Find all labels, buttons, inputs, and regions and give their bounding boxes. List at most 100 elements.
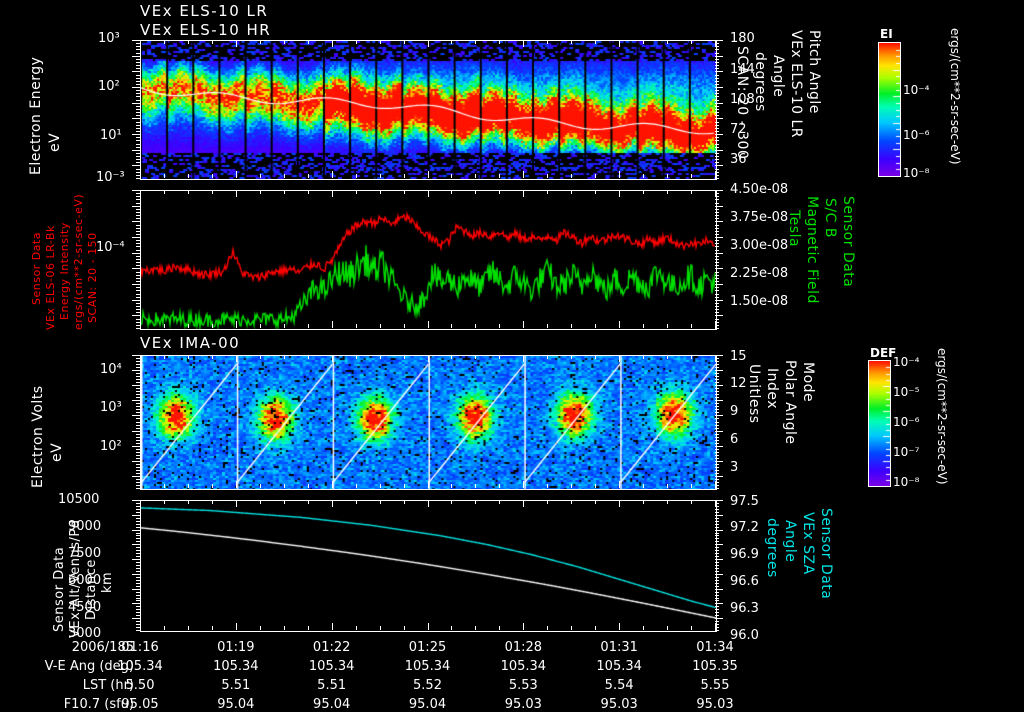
panel1-ytick-right[interactable]: [715, 55, 723, 57]
panel1-ytick-left[interactable]: [136, 58, 140, 60]
panel3-ytick-right[interactable]: [715, 376, 719, 378]
panel1-xtick[interactable]: [211, 174, 213, 178]
panel1-ytick-right[interactable]: [715, 178, 719, 179]
panel1-ytick-left[interactable]: [136, 143, 140, 145]
panel1-ytick-left[interactable]: [136, 140, 140, 142]
panel4-xtick-top[interactable]: [667, 500, 669, 504]
panel3-ytick-right[interactable]: [715, 370, 723, 372]
panel2-ytick-left[interactable]: [136, 277, 140, 279]
panel3-ytick-right[interactable]: [715, 466, 719, 468]
panel3-ytick-left[interactable]: [136, 391, 140, 393]
panel2-ytick-left[interactable]: [136, 328, 140, 329]
panel1-xtick-top[interactable]: [187, 40, 189, 44]
panel3-ytick-left[interactable]: [132, 355, 140, 356]
panel1-ytick-right[interactable]: [715, 149, 723, 151]
panel4-ytick-left[interactable]: [136, 502, 140, 504]
panel1-xtick[interactable]: [571, 174, 573, 178]
panel3-xtick[interactable]: [691, 484, 693, 488]
panel2-xtick-top[interactable]: [403, 190, 405, 194]
panel3-ytick-right[interactable]: [715, 472, 719, 474]
panel2-ytick-right[interactable]: [715, 259, 719, 260]
panel3-xtick-top[interactable]: [355, 355, 357, 359]
panel1-xtick-top[interactable]: [595, 40, 597, 44]
panel1-ytick-left[interactable]: [136, 146, 140, 148]
panel1-ytick-right[interactable]: [715, 174, 719, 176]
panel4-ytick-right[interactable]: [715, 550, 719, 552]
panel3-ytick-left[interactable]: [136, 418, 140, 420]
panel4-xtick-top[interactable]: [140, 500, 141, 507]
panel2-xtick-top[interactable]: [547, 190, 549, 194]
panel2-ytick-right[interactable]: [715, 293, 719, 295]
panel2-xtick-top[interactable]: [427, 190, 429, 197]
panel3-xtick[interactable]: [475, 484, 477, 488]
panel4-xtick-top[interactable]: [619, 500, 621, 507]
panel1-ytick-right[interactable]: [715, 74, 719, 76]
panel4-xtick[interactable]: [595, 626, 597, 630]
panel4-ytick-left[interactable]: [136, 594, 140, 596]
panel4-ytick-right[interactable]: [715, 600, 719, 602]
panel3-ytick-left[interactable]: [132, 460, 140, 462]
panel3-ytick-right[interactable]: [715, 478, 719, 480]
panel1-ytick-right[interactable]: [715, 115, 719, 117]
panel2-xtick[interactable]: [307, 324, 309, 328]
panel2-xtick[interactable]: [283, 324, 285, 328]
panel1-ytick-right[interactable]: [715, 159, 719, 161]
panel1-ytick-left[interactable]: [136, 46, 140, 48]
panel3-xtick[interactable]: [379, 484, 381, 488]
panel1-ytick-right[interactable]: [715, 83, 719, 85]
panel3-ytick-left[interactable]: [136, 421, 140, 423]
panel4-ytick-right[interactable]: [715, 508, 719, 510]
panel2-xtick[interactable]: [643, 324, 645, 328]
panel4-ytick-left[interactable]: [136, 579, 140, 581]
panel1-ytick-right[interactable]: [715, 102, 723, 104]
panel4-ytick-left[interactable]: [136, 621, 140, 623]
panel4-xtick-top[interactable]: [691, 500, 693, 504]
panel4-xtick[interactable]: [715, 623, 716, 630]
panel4-ytick-left[interactable]: [132, 544, 140, 546]
panel3-ytick-right[interactable]: [715, 358, 719, 360]
panel1-ytick-left[interactable]: [136, 168, 140, 170]
panel3-xtick[interactable]: [595, 484, 597, 488]
panel4-xtick[interactable]: [355, 626, 357, 630]
panel1-ytick-left[interactable]: [132, 87, 140, 89]
panel4-xtick[interactable]: [475, 626, 477, 630]
panel1-xtick-top[interactable]: [163, 40, 165, 44]
panel2-xtick-top[interactable]: [451, 190, 453, 194]
panel1-ytick-left[interactable]: [132, 118, 140, 120]
panel4-ytick-right[interactable]: [715, 535, 719, 537]
panel2-ytick-right[interactable]: [715, 280, 719, 282]
panel2-xtick[interactable]: [451, 324, 453, 328]
panel3-ytick-right[interactable]: [715, 388, 719, 390]
panel2-ytick-right[interactable]: [715, 262, 719, 264]
panel3-ytick-right[interactable]: [715, 412, 719, 414]
panel3-ytick-right[interactable]: [715, 361, 719, 363]
panel1-ytick-left[interactable]: [136, 65, 140, 67]
panel4-xtick-top[interactable]: [547, 500, 549, 504]
panel4-xtick-top[interactable]: [571, 500, 573, 504]
panel3-ytick-right[interactable]: [715, 442, 719, 444]
panel3-ytick-left[interactable]: [136, 488, 140, 489]
panel1-xtick[interactable]: [619, 171, 621, 178]
panel3-ytick-left[interactable]: [136, 412, 140, 414]
panel2-xtick-top[interactable]: [331, 190, 333, 197]
panel1-ytick-right[interactable]: [715, 52, 719, 54]
panel1-xtick-top[interactable]: [451, 40, 453, 44]
panel1-xtick[interactable]: [427, 171, 429, 178]
panel2-ytick-right[interactable]: [715, 215, 719, 217]
panel1-xtick-top[interactable]: [547, 40, 549, 44]
panel4-ytick-left[interactable]: [132, 603, 140, 605]
panel1-ytick-left[interactable]: [136, 90, 140, 92]
panel2-xtick-top[interactable]: [379, 190, 381, 194]
panel3-ytick-left[interactable]: [136, 397, 140, 399]
panel3-xtick[interactable]: [667, 484, 669, 488]
panel4-ytick-right[interactable]: [715, 585, 719, 587]
panel1-ytick-right[interactable]: [715, 49, 719, 51]
panel3-ytick-right[interactable]: [715, 379, 719, 381]
panel4-xtick-top[interactable]: [499, 500, 501, 504]
panel1-ytick-left[interactable]: [136, 112, 140, 114]
panel4-ytick-right[interactable]: [715, 502, 719, 504]
panel2-xtick-top[interactable]: [499, 190, 501, 194]
panel1-ytick-right[interactable]: [715, 99, 719, 101]
panel4-ytick-right[interactable]: [715, 603, 723, 605]
panel3-xtick[interactable]: [211, 484, 213, 488]
